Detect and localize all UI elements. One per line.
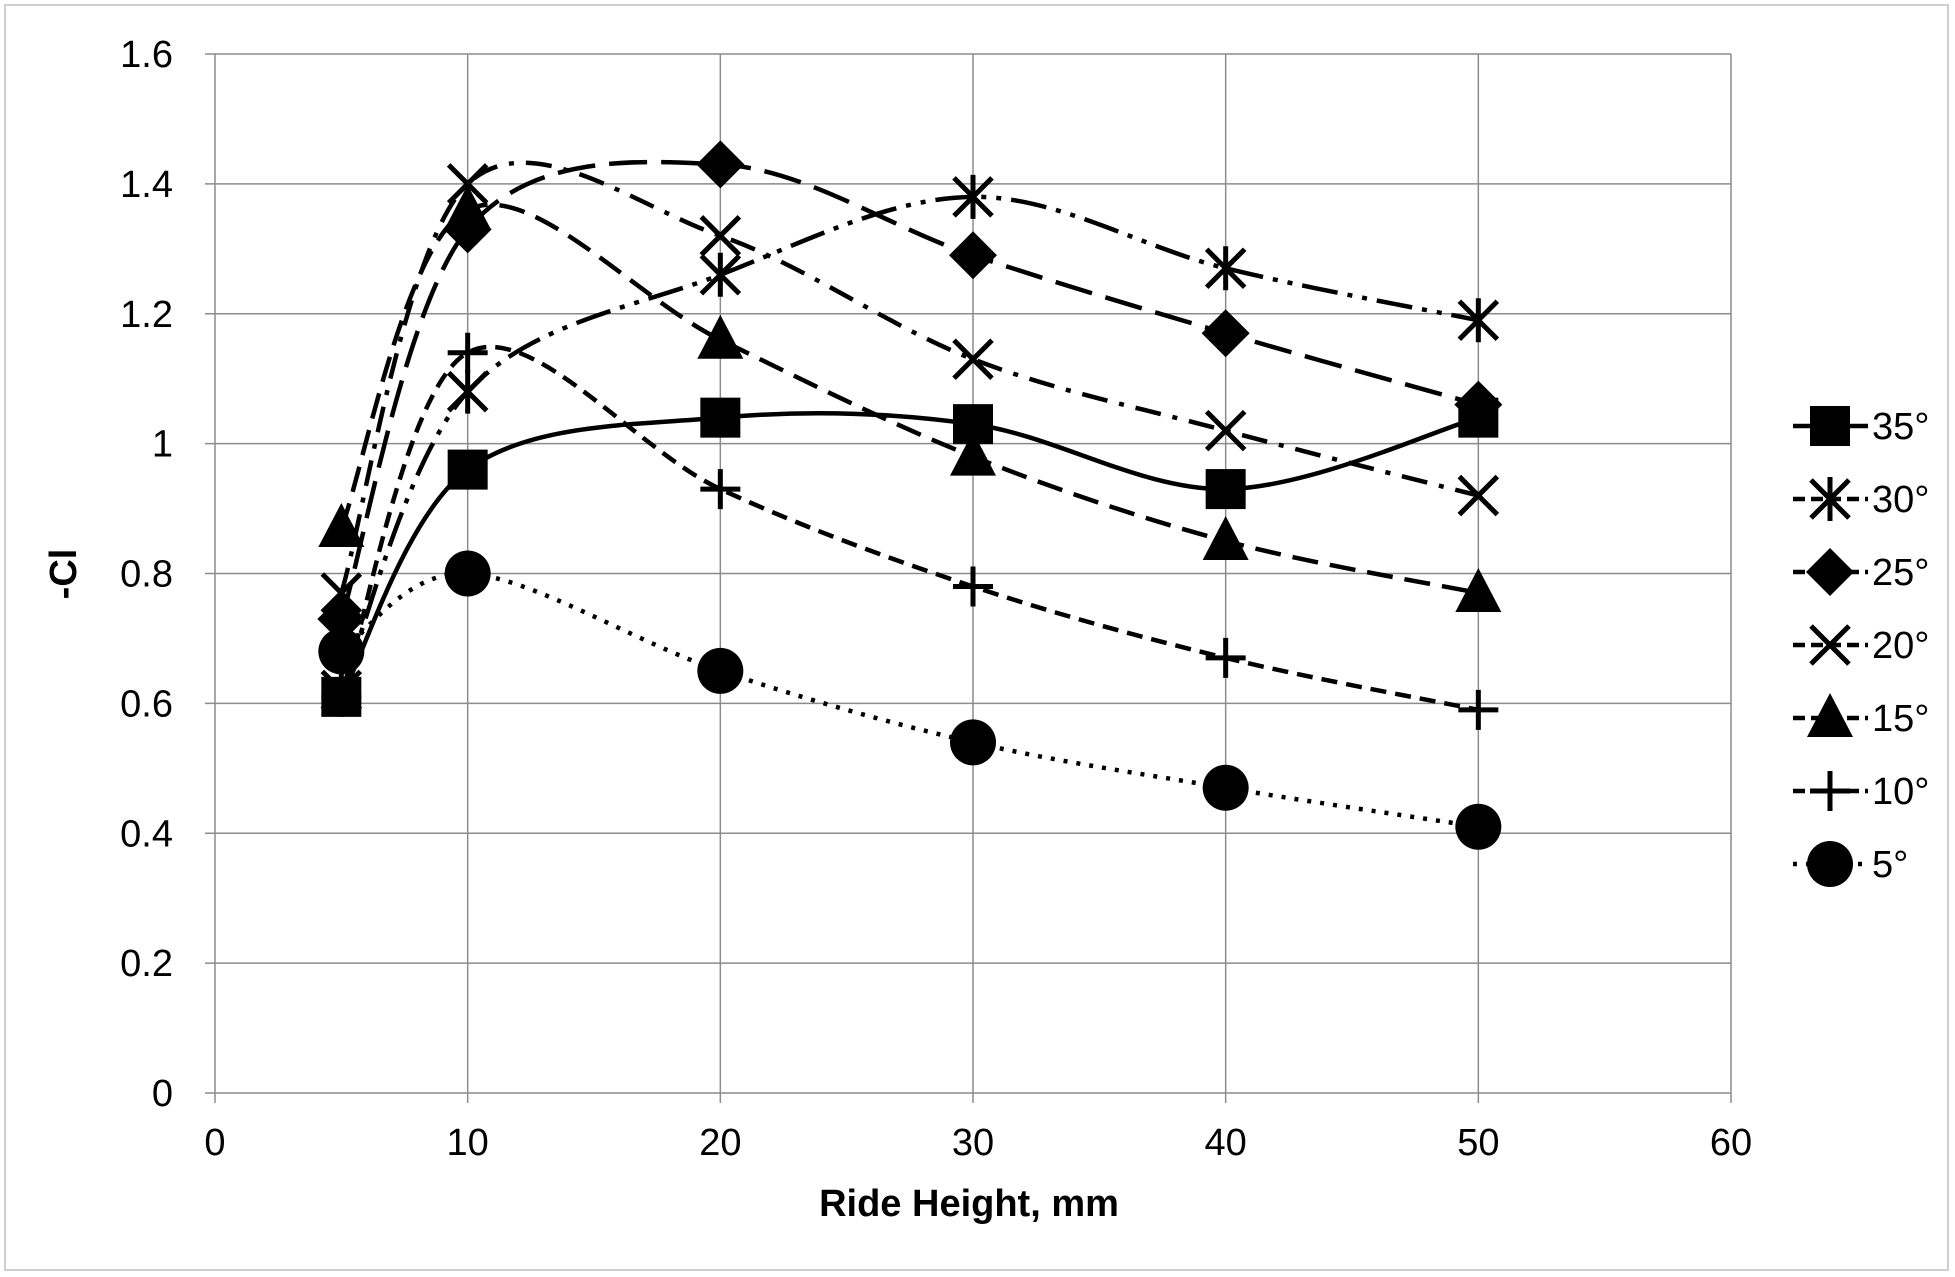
legend-label: 15° xyxy=(1872,698,1929,740)
y-tick-label: 1.2 xyxy=(120,294,173,336)
legend-entry: 35° xyxy=(1793,406,1929,448)
legend-marker xyxy=(1807,693,1853,737)
data-point xyxy=(952,174,994,219)
legend-entry: 15° xyxy=(1793,693,1929,740)
data-point xyxy=(1201,309,1250,358)
legend-label: 10° xyxy=(1872,771,1929,813)
legend-label: 20° xyxy=(1872,625,1929,667)
y-axis-title: -Cl xyxy=(43,549,85,600)
data-point xyxy=(1454,380,1503,429)
series-layer xyxy=(317,140,1503,850)
legend-marker xyxy=(1807,841,1853,887)
line-chart: 0 10 20 30 40 50 60 0 0.2 0.4 0.6 0.8 1 1.2 1.4 1.6 35°… xyxy=(43,34,1929,1225)
data-point xyxy=(446,163,489,205)
x-tick-label: 50 xyxy=(1457,1122,1499,1164)
legend-label: 35° xyxy=(1872,406,1929,448)
y-tick-label: 1.6 xyxy=(120,34,173,76)
series-line xyxy=(339,344,1479,713)
data-point xyxy=(1205,469,1246,510)
data-point xyxy=(444,550,491,597)
legend-marker xyxy=(1809,477,1851,521)
data-point xyxy=(700,469,741,510)
legend-entry: 20° xyxy=(1793,624,1929,667)
legend-marker xyxy=(1810,406,1850,446)
series-6 xyxy=(318,550,1502,850)
x-tick-label: 30 xyxy=(952,1122,994,1164)
x-tick-label: 10 xyxy=(447,1122,489,1164)
series-line xyxy=(339,160,1479,594)
x-tick-label: 40 xyxy=(1205,1122,1247,1164)
series-1 xyxy=(320,174,1500,713)
x-axis-title: Ride Height, mm xyxy=(819,1183,1119,1225)
y-tick-label: 0.6 xyxy=(120,683,173,725)
data-point xyxy=(1457,298,1500,343)
series-line xyxy=(339,410,1479,698)
series-3 xyxy=(320,160,1500,614)
y-tick-label: 1.4 xyxy=(120,164,173,206)
data-point xyxy=(444,184,491,229)
y-tick-label: 0.2 xyxy=(120,943,173,985)
data-point xyxy=(700,397,741,438)
data-point xyxy=(1202,516,1249,561)
legend-entry: 25° xyxy=(1793,548,1929,596)
data-point xyxy=(1455,803,1502,850)
data-point xyxy=(446,369,489,414)
series-2 xyxy=(317,140,1503,643)
series-4 xyxy=(318,184,1502,612)
data-point xyxy=(950,431,996,476)
legend-entry: 30° xyxy=(1793,477,1929,521)
data-point xyxy=(1205,637,1246,678)
y-tick-label: 1 xyxy=(152,424,173,466)
data-point xyxy=(1455,567,1502,612)
legend: 35° 30° 25° 20° 15° 10° 5° xyxy=(1793,406,1929,887)
series-0 xyxy=(321,397,1499,717)
series-line xyxy=(339,194,1479,692)
data-point xyxy=(950,719,996,766)
legend-label: 5° xyxy=(1872,844,1908,886)
legend-label: 30° xyxy=(1872,479,1929,521)
data-point xyxy=(447,332,488,373)
data-point xyxy=(1457,474,1500,517)
legend-marker xyxy=(1806,548,1854,596)
data-point xyxy=(1204,246,1247,291)
data-point xyxy=(952,338,994,380)
data-point xyxy=(318,503,365,548)
data-point xyxy=(447,449,488,490)
x-tick-label: 0 xyxy=(204,1122,225,1164)
series-line xyxy=(340,571,1479,829)
data-point xyxy=(697,647,744,694)
y-tick-label: 0 xyxy=(152,1073,173,1115)
x-tick-label: 20 xyxy=(699,1122,741,1164)
series-line xyxy=(339,202,1479,596)
data-point xyxy=(1204,409,1247,452)
data-point xyxy=(953,566,993,607)
data-point xyxy=(321,676,362,717)
legend-entry: 10° xyxy=(1793,771,1929,813)
x-tick-label: 60 xyxy=(1710,1122,1752,1164)
data-point xyxy=(320,572,363,614)
data-point xyxy=(699,252,742,297)
legend-marker xyxy=(1809,624,1851,666)
series-5 xyxy=(321,332,1499,730)
legend-entry: 5° xyxy=(1793,841,1908,887)
data-point xyxy=(1202,764,1249,811)
tick-labels: 0 10 20 30 40 50 60 0 0.2 0.4 0.6 0.8 1 1.2 1.4 1.6 xyxy=(120,34,1752,1164)
y-tick-label: 0.8 xyxy=(120,554,173,596)
series-line xyxy=(339,159,1479,620)
legend-marker xyxy=(1810,771,1850,811)
data-point xyxy=(949,231,997,280)
data-point xyxy=(696,140,745,189)
chart-frame: 0 10 20 30 40 50 60 0 0.2 0.4 0.6 0.8 1 1.2 1.4 1.6 35°… xyxy=(4,4,1949,1271)
data-point xyxy=(1458,689,1499,730)
data-point xyxy=(318,628,365,675)
data-point xyxy=(697,314,744,359)
data-point xyxy=(699,215,742,257)
legend-label: 25° xyxy=(1872,552,1929,594)
y-tick-label: 0.4 xyxy=(120,813,173,855)
